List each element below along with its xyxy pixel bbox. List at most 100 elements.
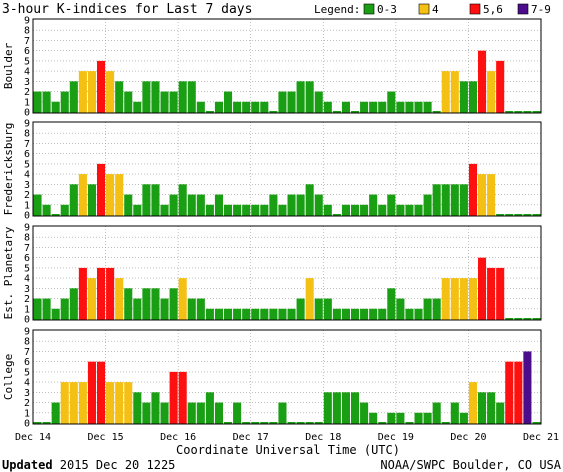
y-tick-label: 5 [24, 56, 30, 67]
y-tick-label: 2 [24, 398, 30, 409]
k-index-bar [178, 184, 187, 216]
k-index-bar [341, 308, 350, 320]
k-index-bar [405, 101, 414, 113]
k-index-bar [151, 392, 160, 424]
k-index-bar [387, 194, 396, 216]
k-index-bar [233, 402, 242, 424]
k-index-bar [459, 412, 468, 424]
k-index-bar [87, 361, 96, 424]
k-index-bar [251, 101, 260, 113]
k-index-bar [532, 214, 541, 216]
k-index-bar [423, 412, 432, 424]
k-index-bar [514, 111, 523, 113]
footer-updated-bold: Updated [2, 458, 53, 472]
k-index-bar [160, 204, 169, 216]
k-index-bar [33, 422, 42, 424]
k-index-bar [360, 402, 369, 424]
panel-border [32, 121, 542, 217]
k-index-bar [133, 101, 142, 113]
panel-border [32, 18, 542, 114]
footer-updated: Updated 2015 Dec 20 1225 [2, 458, 175, 472]
y-tick-label: 9 [24, 223, 30, 234]
k-index-bar [160, 298, 169, 320]
footer-credit: NOAA/SWPC Boulder, CO USA [380, 458, 561, 472]
k-index-bar [369, 308, 378, 320]
y-tick-label: 8 [24, 26, 30, 37]
k-index-bar [478, 174, 487, 216]
k-index-bar [360, 308, 369, 320]
panel-title: Est. Planetary [2, 226, 15, 319]
k-index-bar [314, 91, 323, 113]
k-index-bar [133, 392, 142, 424]
k-index-bar [60, 204, 69, 216]
k-index-bar [341, 392, 350, 424]
x-tick-label: Dec 21 [523, 432, 559, 443]
k-index-bar [251, 422, 260, 424]
k-index-bar [97, 267, 106, 320]
k-index-bar [532, 318, 541, 320]
k-index-bar [169, 194, 178, 216]
k-index-bar [468, 163, 477, 216]
k-index-bar [432, 402, 441, 424]
k-index-bar [269, 308, 278, 320]
y-tick-label: 0 [24, 419, 30, 430]
k-index-bar [169, 91, 178, 113]
k-index-bar [432, 111, 441, 113]
k-index-bar [532, 422, 541, 424]
k-index-bar [142, 184, 151, 216]
k-index-bar [142, 81, 151, 113]
k-index-bar [224, 204, 233, 216]
k-index-bar [314, 194, 323, 216]
k-index-bar [78, 382, 87, 424]
y-tick-label: 6 [24, 253, 30, 264]
k-index-bar [387, 288, 396, 320]
k-index-bar [224, 422, 233, 424]
k-index-bar [106, 382, 115, 424]
k-index-bar [115, 81, 124, 113]
k-index-bar [360, 101, 369, 113]
k-index-bar [260, 422, 269, 424]
k-index-bar [523, 214, 532, 216]
k-index-bar [87, 278, 96, 320]
y-tick-label: 7 [24, 347, 30, 358]
y-tick-label: 1 [24, 304, 30, 315]
k-index-bar [468, 278, 477, 320]
k-index-bar [124, 194, 133, 216]
y-tick-label: 5 [24, 159, 30, 170]
k-index-bar [441, 184, 450, 216]
k-index-bar [396, 298, 405, 320]
k-index-bar [314, 298, 323, 320]
x-tick-label: Dec 18 [305, 432, 341, 443]
y-tick-label: 7 [24, 139, 30, 150]
k-index-bar [97, 60, 106, 113]
k-index-bar [214, 308, 223, 320]
k-index-bar [441, 422, 450, 424]
k-index-bar [387, 91, 396, 113]
k-index-bar [496, 402, 505, 424]
y-tick-label: 3 [24, 388, 30, 399]
k-index-bar [115, 174, 124, 216]
k-index-bar [124, 91, 133, 113]
k-index-bar [196, 194, 205, 216]
k-index-bar [514, 214, 523, 216]
k-index-bar [233, 101, 242, 113]
k-index-bar [260, 101, 269, 113]
k-index-bar [396, 101, 405, 113]
k-index-bar [233, 308, 242, 320]
k-index-bar [60, 91, 69, 113]
k-index-bar [205, 204, 214, 216]
y-tick-label: 9 [24, 16, 30, 27]
y-tick-label: 2 [24, 87, 30, 98]
k-index-bar [378, 204, 387, 216]
k-index-bar [478, 257, 487, 320]
k-index-bar [332, 214, 341, 216]
k-index-bar [278, 308, 287, 320]
k-index-bar [142, 402, 151, 424]
k-index-bar [496, 267, 505, 320]
k-index-bar [341, 101, 350, 113]
k-index-bar [178, 371, 187, 424]
k-index-bar [151, 288, 160, 320]
k-index-bar [287, 194, 296, 216]
